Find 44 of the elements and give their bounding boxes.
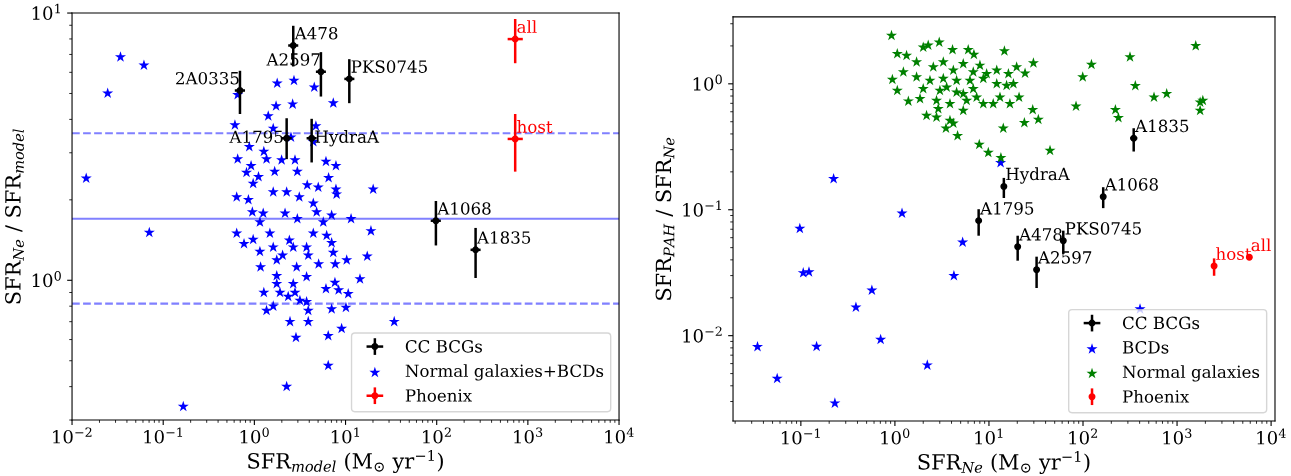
x-tick-label: 10$^{3}$ (514, 427, 543, 444)
x-axis-title: SFR$_{Ne}$ (M$_{⊙}$ yr$^{−1}$) (918, 451, 1090, 475)
annotation: all (1251, 238, 1271, 252)
y-axis-title: SFR$_{PAH}$ / SFR$_{Ne}$ (655, 137, 675, 300)
y-axis-title: SFR$_{Ne}$ / SFR$_{model}$ (5, 129, 24, 304)
annotation: A1835 (476, 231, 531, 244)
annotation: HydraA (315, 130, 380, 147)
annotation: all (517, 20, 537, 34)
annotation: A1068 (1104, 178, 1158, 191)
x-tick-label: 10$^{0}$ (881, 428, 910, 445)
y-tick-label: 10$^{0}$ (693, 74, 722, 91)
annotation: 2A0335 (176, 71, 239, 85)
y-tick-label: 10$^{−2}$ (683, 326, 722, 343)
x-tick-label: 10$^{3}$ (1163, 428, 1192, 445)
x-tick-label: 10$^{−1}$ (144, 427, 183, 444)
annotation: A478 (294, 26, 338, 40)
annotation: A1795 (979, 202, 1034, 215)
legend-label: Normal galaxies (1122, 365, 1260, 382)
x-axis-title: SFR$_{model}$ (M$_{⊙}$ yr$^{−1}$) (248, 450, 443, 474)
legend-label: Phoenix (405, 388, 472, 402)
x-tick-label: 10$^{2}$ (423, 427, 451, 444)
x-tick-label: 10$^{1}$ (975, 428, 1003, 445)
annotation: A1795 (229, 130, 283, 144)
annotation: A478 (1018, 228, 1062, 241)
x-tick-label: 10$^{1}$ (331, 427, 360, 444)
x-tick-label: 10$^{−2}$ (53, 427, 92, 444)
x-tick-label: 10$^{4}$ (1257, 428, 1286, 445)
annotation: A1068 (437, 202, 491, 215)
annotation: PKS0745 (351, 60, 427, 73)
annotation: PKS0745 (1065, 222, 1141, 235)
x-tick-label: 10$^{2}$ (1069, 428, 1098, 445)
annotation: A1835 (1134, 119, 1189, 133)
legend-label: CC BCGs (405, 340, 482, 353)
y-tick-label: 10$^{−1}$ (683, 200, 722, 217)
x-tick-label: 10$^{4}$ (605, 427, 634, 444)
legend-label: Normal galaxies+BCDs (405, 364, 604, 381)
legend-label: CC BCGs (1122, 316, 1200, 330)
x-tick-label: 10$^{−1}$ (781, 428, 820, 445)
legend-label: BCDs (1122, 341, 1169, 354)
annotation: host (517, 120, 553, 133)
x-tick-label: 10$^{0}$ (240, 427, 269, 444)
annotation: A2597 (1037, 251, 1092, 264)
annotation: HydraA (1006, 167, 1070, 184)
legend-label: Phoenix (1122, 389, 1190, 403)
